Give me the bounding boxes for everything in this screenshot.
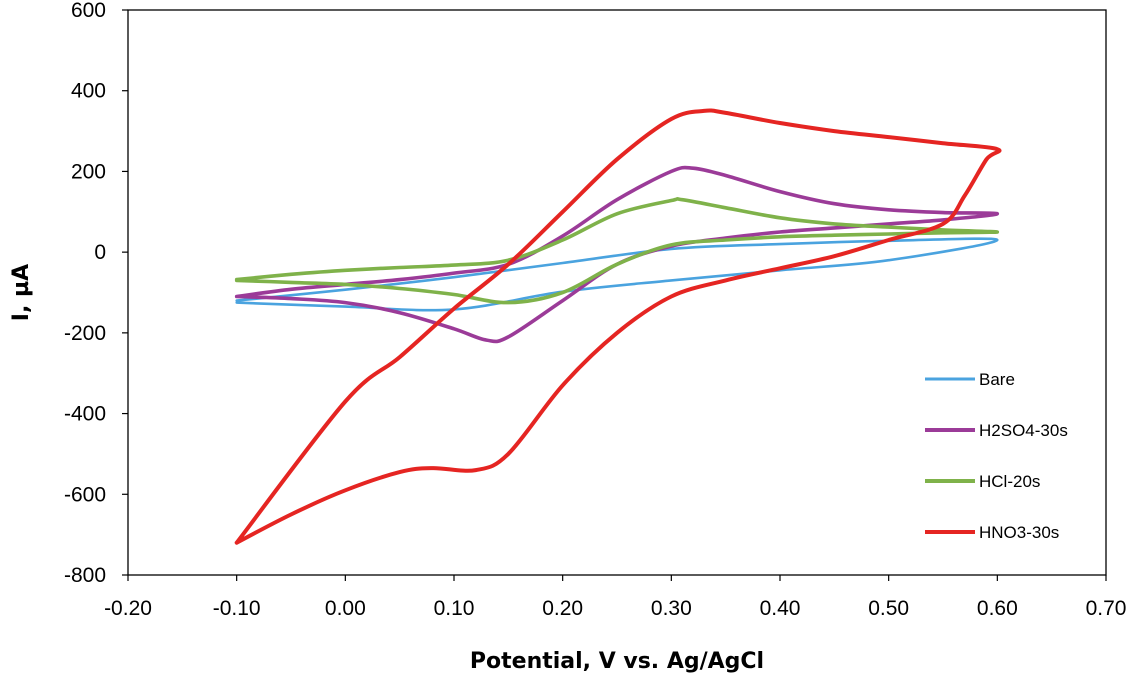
- y-tick-label: -200: [64, 322, 106, 345]
- series-line-hno3-30s: [234, 108, 1002, 545]
- x-tick-label: 0.30: [651, 597, 692, 620]
- x-tick-label: -0.10: [213, 597, 261, 620]
- x-tick-label: 0.70: [1086, 597, 1127, 620]
- x-tick-label: 0.00: [325, 597, 366, 620]
- x-tick-labels: -0.20 -0.10 0.00 0.10 0.20 0.30 0.40 0.50 0.60 0.…: [104, 597, 1126, 620]
- axes: [122, 9, 1107, 581]
- series-line-hcl-20s: [234, 196, 1000, 305]
- legend-label: H2SO4-30s: [979, 421, 1068, 440]
- legend: Bare H2SO4-30s HCl-20s HNO3-30s: [925, 370, 1068, 542]
- y-tick-labels: -800 -600 -400 -200 0 200 400 600: [64, 0, 106, 587]
- y-tick-label: -600: [64, 483, 106, 506]
- y-tick-label: -800: [64, 564, 106, 587]
- x-tick-label: 0.60: [977, 597, 1018, 620]
- legend-label: HCl-20s: [979, 472, 1040, 491]
- plot-border: [127, 9, 1107, 576]
- y-tick-label: 600: [71, 0, 106, 22]
- plot-frame: [127, 9, 1107, 576]
- series-line-bare: [235, 237, 999, 312]
- legend-label: HNO3-30s: [979, 523, 1059, 542]
- x-tick-label: 0.40: [760, 597, 801, 620]
- x-tick-label: 0.20: [542, 597, 583, 620]
- y-tick-label: 0: [94, 241, 106, 264]
- y-tick-label: -400: [64, 403, 106, 426]
- y-axis-title: I, µA: [9, 264, 34, 321]
- x-axis-title: Potential, V vs. Ag/AgCl: [470, 649, 764, 674]
- legend-label: Bare: [979, 370, 1015, 389]
- x-tick-label: 0.50: [868, 597, 909, 620]
- y-tick-label: 400: [71, 80, 106, 103]
- y-tick-label: 200: [71, 160, 106, 183]
- x-tick-label: -0.20: [104, 597, 152, 620]
- x-tick-label: 0.10: [434, 597, 475, 620]
- series-layer: [234, 108, 1002, 545]
